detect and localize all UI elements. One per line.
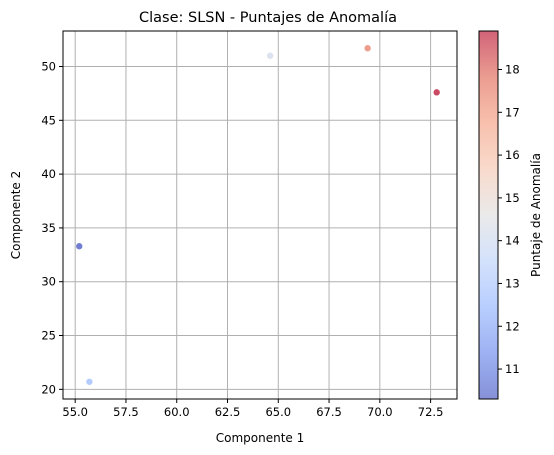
y-tick-label: 40 bbox=[41, 167, 56, 181]
data-points bbox=[76, 45, 440, 385]
x-tick-label: 70.0 bbox=[367, 405, 393, 419]
colorbar-tick-label: 14 bbox=[505, 234, 520, 248]
x-tick-label: 62.5 bbox=[215, 405, 241, 419]
colorbar-tick-label: 11 bbox=[505, 362, 520, 376]
colorbar-tick-label: 13 bbox=[505, 276, 520, 290]
scatter-point bbox=[76, 243, 83, 250]
grid-lines bbox=[63, 31, 457, 399]
plot-frame bbox=[62, 30, 458, 400]
colorbar-frame bbox=[478, 30, 499, 400]
scatter-point bbox=[433, 89, 440, 96]
x-tick-label: 57.5 bbox=[113, 405, 139, 419]
scatter-point bbox=[364, 45, 371, 52]
x-tick-label: 67.5 bbox=[316, 405, 342, 419]
colorbar-tick-label: 15 bbox=[505, 191, 520, 205]
colorbar-ticks: 11 12 13 14 15 16 17 18 bbox=[498, 63, 520, 376]
y-tick-label: 30 bbox=[41, 275, 56, 289]
colorbar-tick-label: 17 bbox=[505, 105, 520, 119]
colorbar-tick-label: 12 bbox=[505, 319, 520, 333]
x-tick-label: 65.0 bbox=[265, 405, 291, 419]
y-tick-label: 20 bbox=[41, 382, 56, 396]
y-tick-label: 25 bbox=[41, 329, 56, 343]
axis-ticks: 55.0 57.5 60.0 62.5 65.0 67.5 70.0 72.5 20 25 30 35… bbox=[41, 60, 443, 419]
scatter-point bbox=[86, 378, 93, 385]
y-tick-label: 35 bbox=[41, 221, 56, 235]
y-tick-label: 50 bbox=[41, 60, 56, 74]
x-axis-label: Componente 1 bbox=[216, 431, 305, 445]
chart-title: Clase: SLSN - Puntajes de Anomalía bbox=[139, 10, 397, 26]
colorbar-label: Puntaje de Anomalía bbox=[529, 153, 543, 277]
x-tick-label: 60.0 bbox=[164, 405, 190, 419]
colorbar bbox=[479, 31, 498, 399]
x-tick-label: 72.5 bbox=[418, 405, 444, 419]
y-axis-label: Componente 2 bbox=[9, 171, 23, 260]
scatter-point bbox=[266, 52, 274, 59]
y-tick-label: 45 bbox=[41, 113, 56, 127]
colorbar-tick-label: 16 bbox=[505, 148, 520, 162]
x-tick-label: 55.0 bbox=[62, 405, 88, 419]
colorbar-tick-label: 18 bbox=[505, 63, 520, 77]
